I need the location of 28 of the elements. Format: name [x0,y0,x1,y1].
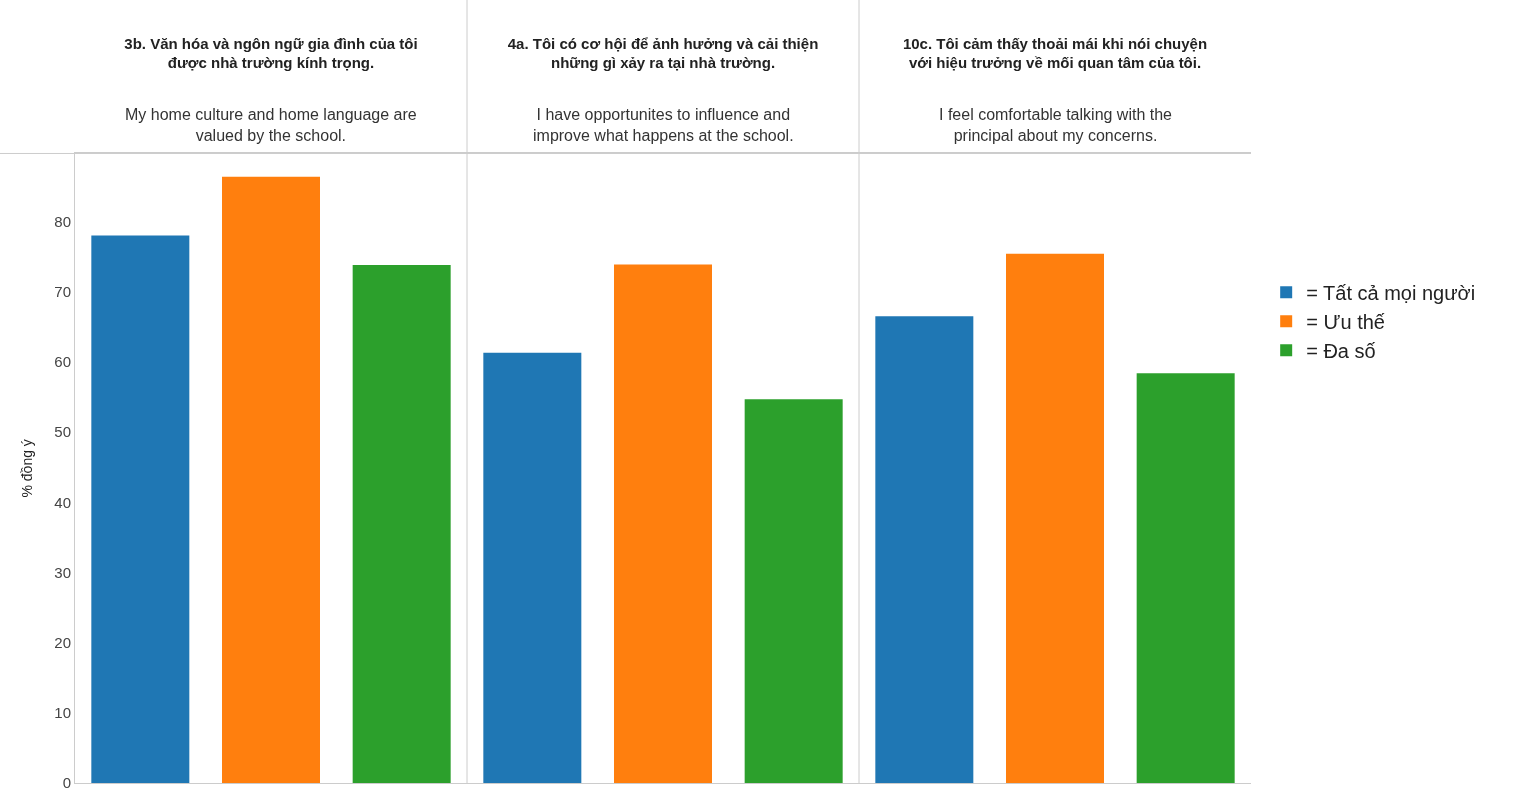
y-tick-label: 30 [54,563,71,581]
y-tick-label: 60 [54,353,71,371]
y-tick-label: 40 [54,493,71,511]
y-tick-label: 80 [54,212,71,230]
x-tick-label: 10c. Tôi cảm thấy thoải mái khi nói chuyện với hiệu trưởng về mối quan tâm của tôi. [902,34,1208,72]
bar [1136,373,1235,784]
legend-label: = Tất cả mọi người [1306,282,1476,304]
bar [91,235,190,784]
legend-label: = Ưu thế [1306,311,1385,333]
legend-label: = Đa số [1306,340,1376,362]
y-tick-label: 50 [54,423,71,441]
y-tick-label: 0 [62,774,71,792]
text: I have opportunites to influence and improve what happens at the school. [533,106,794,144]
y-tick-label: 10 [54,704,71,722]
y-axis-title: % đồng ý [18,439,35,498]
x-tick-label: 3b. Văn hóa và ngôn ngữ gia đình của tôi được nhà trường kính trọng. [124,34,418,72]
bar [352,265,451,784]
text: I feel comfortable talking with the principal about my concerns. [939,106,1173,144]
y-tick-label: 70 [54,283,71,301]
bar [483,352,582,784]
bar [875,316,974,784]
x-tick-label: 4a. Tôi có cơ hội để ảnh hưởng và cải thiện những gì xảy ra tại nhà trường. [507,34,819,72]
bar [614,264,712,784]
y-tick-label: 20 [54,634,71,652]
bar [744,399,843,784]
bar [222,176,320,784]
text: My home culture and home language are valued by the school. [125,106,417,144]
bar [1006,253,1104,784]
